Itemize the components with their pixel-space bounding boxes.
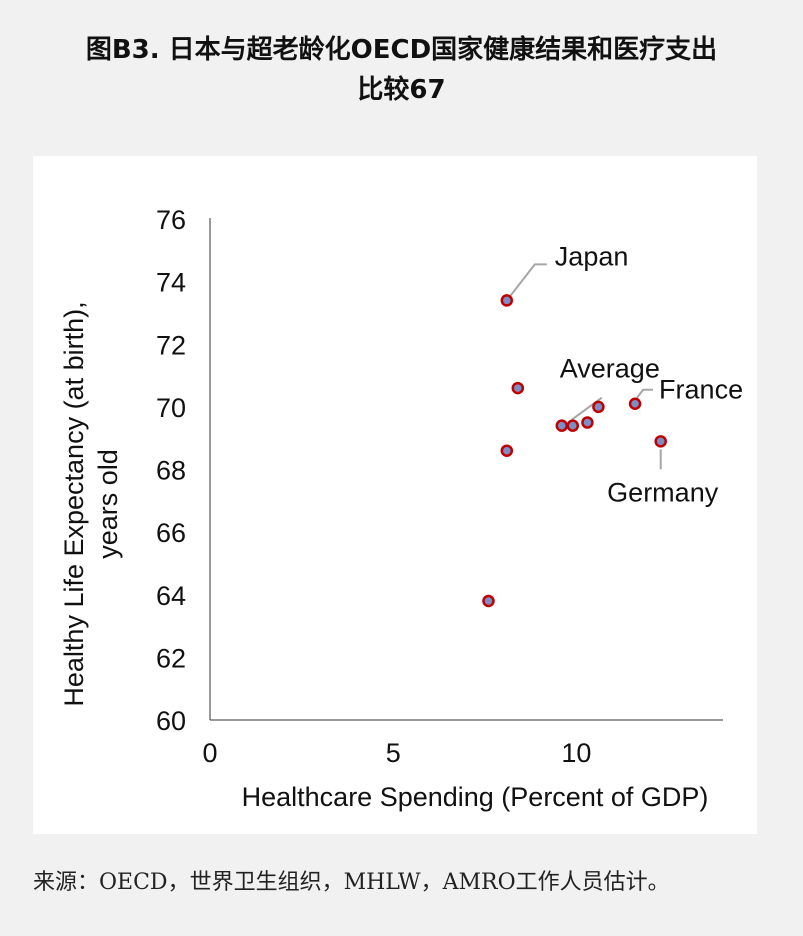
data-point: [592, 400, 605, 414]
data-point: [566, 419, 580, 432]
data-point: [500, 294, 514, 307]
data-point: [581, 416, 594, 429]
chart-panel: 60 62 64 66 68 70 72 74 76 0 5 10 Healthcare Spendin…: [33, 156, 757, 834]
data-point: [654, 435, 667, 448]
y-tick-label: 64: [156, 581, 186, 611]
y-tick-label: 74: [156, 268, 186, 298]
y-tick-label: 66: [156, 518, 186, 548]
data-point: [555, 419, 569, 432]
point-label: Germany: [607, 477, 719, 507]
data-point: [628, 397, 642, 410]
y-axis-title: Healthy Life Expectancy (at birth), years…: [59, 301, 123, 706]
point-label: Japan: [555, 241, 629, 271]
scatter-chart: 60 62 64 66 68 70 72 74 76 0 5 10 Healthcare Spendin…: [59, 205, 743, 812]
data-point: [500, 444, 514, 457]
data-point: [511, 381, 525, 395]
y-tick-label: 70: [156, 393, 186, 423]
y-tick-label: 60: [156, 706, 186, 736]
x-tick-label: 10: [561, 738, 591, 768]
y-axis-title-line: years old: [93, 449, 123, 559]
x-axis-title: Healthcare Spending (Percent of GDP): [242, 782, 709, 812]
x-tick-label: 5: [386, 738, 401, 768]
leader-line: [636, 388, 654, 399]
y-tick-label: 76: [156, 205, 186, 235]
source-note: 来源：OECD，世界卫生组织，MHLW，AMRO工作人员估计。: [33, 870, 670, 895]
point-label: Average: [560, 354, 660, 384]
data-point: [482, 594, 495, 608]
leader-line: [506, 263, 547, 302]
y-tick-label: 72: [156, 330, 186, 360]
x-tick-label: 0: [202, 738, 217, 768]
y-tick-label: 68: [156, 456, 186, 486]
point-label: France: [659, 375, 743, 405]
chart-title-line-1: 图B3. 日本与超老龄化OECD国家健康结果和医疗支出: [85, 35, 718, 65]
chart-title-line-2: 比较67: [357, 75, 446, 106]
chart-title: 图B3. 日本与超老龄化OECD国家健康结果和医疗支出 比较67: [30, 30, 773, 111]
y-tick-label: 62: [156, 643, 186, 673]
y-axis-title-line: Healthy Life Expectancy (at birth),: [59, 301, 89, 706]
